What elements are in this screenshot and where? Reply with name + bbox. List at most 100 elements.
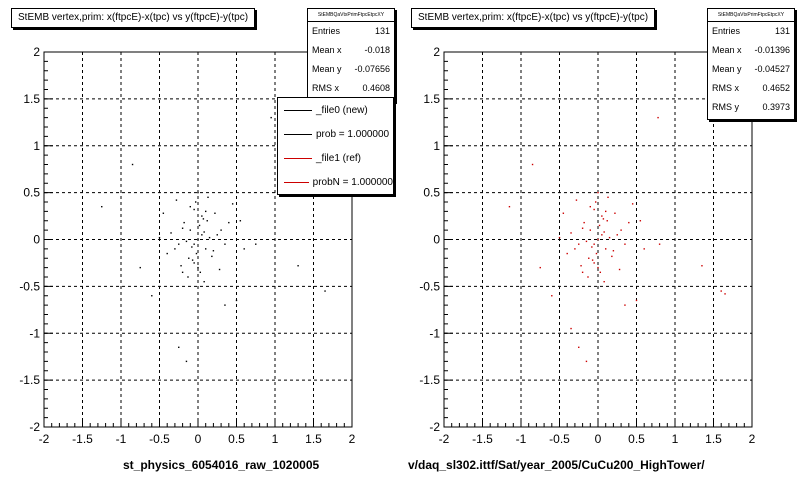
right-x-tick-label: -2 <box>439 432 450 446</box>
right-stats-row-rms-x: RMS x 0.4652 <box>712 83 790 93</box>
left-data-point <box>189 229 191 231</box>
right-data-point <box>631 203 634 205</box>
right-data-point <box>607 196 609 199</box>
left-data-point <box>270 116 272 119</box>
left-data-point <box>203 231 205 233</box>
left-data-point <box>101 205 103 208</box>
right-data-point <box>608 236 611 239</box>
right-data-point <box>602 218 605 220</box>
right-scatter-plot: -2 -1.5 -1 -0.5 0 0.5 1 1.5 2 2 1.5 1 0.5 0 -0.5 -1 -1.5… <box>419 45 755 446</box>
right-data-point <box>570 232 572 234</box>
legend-swatch <box>284 133 312 135</box>
right-data-point <box>606 220 608 222</box>
right-data-point <box>618 268 621 271</box>
right-x-tick-label: 1.5 <box>705 432 722 446</box>
left-data-point <box>203 280 205 283</box>
right-data-point <box>558 236 561 239</box>
right-footer-label: v/daq_sl302.ittf/Sat/year_2005/CuCu200_H… <box>408 458 705 472</box>
left-data-point <box>324 290 326 292</box>
left-data-point <box>178 243 180 245</box>
right-data-point <box>658 243 661 245</box>
left-data-point <box>187 276 189 278</box>
left-y-tick-label: 2 <box>33 45 40 59</box>
right-data-point <box>531 163 534 166</box>
right-stats-box: StEMBQaVtxPrimFtpcEtpcXY Entries 131 Mean… <box>707 8 795 120</box>
left-data-point <box>180 265 182 267</box>
right-data-point <box>635 299 638 302</box>
right-data-point <box>624 304 626 306</box>
right-x-tick-label: -1 <box>516 432 527 446</box>
legend-entry: _file0 (new) <box>278 98 393 122</box>
legend-swatch <box>284 181 309 183</box>
right-data-point <box>614 212 616 214</box>
right-data-point <box>581 271 584 274</box>
left-footer-label: st_physics_6054016_raw_1020005 <box>123 458 320 472</box>
left-data-point <box>178 346 180 349</box>
right-data-point <box>598 224 601 227</box>
right-x-tick-label: -0.5 <box>549 432 570 446</box>
left-scatter-plot: -2 -1.5 -1 -0.5 0 0.5 1 1.5 2 2 1.5 1 0.5 0 -0.5 -1 -1.5… <box>19 45 355 446</box>
right-data-point <box>562 212 565 214</box>
left-x-tick-label: -1.5 <box>72 432 93 446</box>
left-data-point <box>235 299 238 302</box>
right-y-tick-label: 1.5 <box>423 92 440 106</box>
right-data-point <box>724 293 726 295</box>
left-data-point <box>205 248 207 250</box>
right-data-point <box>612 250 615 252</box>
right-x-tick-label: 1 <box>672 432 679 446</box>
left-data-point <box>193 262 195 264</box>
right-data-point <box>657 116 659 119</box>
right-data-point <box>597 191 599 194</box>
left-x-tick-label: 0.5 <box>228 432 245 446</box>
left-stats-name: StEMBQaVtxPrimFtpcEtpcXY <box>308 9 394 22</box>
left-data-point <box>197 191 199 194</box>
right-x-tick-label: -1.5 <box>472 432 493 446</box>
left-stats-row-rms-x: RMS x 0.4608 <box>312 83 390 93</box>
left-data-point <box>197 266 199 269</box>
left-x-tick-label: 0 <box>195 432 202 446</box>
right-data-point <box>603 231 605 233</box>
right-data-point <box>589 205 591 208</box>
left-y-tick-label: -1 <box>29 326 40 340</box>
right-stats-name: StEMBQaVtxPrimFtpcEtpcXY <box>708 9 794 22</box>
right-data-point <box>595 252 598 255</box>
left-data-point <box>206 220 208 222</box>
left-data-point <box>201 215 203 217</box>
left-data-point <box>185 240 188 243</box>
right-y-tick-label: -1 <box>429 326 440 340</box>
right-data-point <box>720 290 722 292</box>
right-x-tick-label: 0.5 <box>628 432 645 446</box>
left-data-point <box>297 265 299 267</box>
legend-entry: prob = 1.000000 <box>278 122 393 146</box>
right-data-point <box>575 199 578 201</box>
left-data-point <box>158 236 161 239</box>
right-y-tick-label: -1.5 <box>419 373 440 387</box>
right-data-point <box>605 210 607 213</box>
right-data-point <box>639 220 642 222</box>
right-data-point <box>594 201 597 203</box>
left-data-point <box>205 210 207 213</box>
left-data-point <box>212 250 215 252</box>
left-data-point <box>239 220 242 222</box>
left-data-point <box>191 259 194 261</box>
left-data-point <box>201 234 203 236</box>
right-data-point <box>597 238 599 241</box>
left-data-point <box>224 243 226 245</box>
left-data-point <box>162 212 165 214</box>
right-data-point <box>581 227 584 229</box>
right-data-point <box>566 252 568 255</box>
right-y-tick-label: -2 <box>429 420 440 434</box>
right-data-point <box>574 248 576 250</box>
left-data-point <box>228 221 230 224</box>
left-data-point <box>166 252 168 255</box>
right-data-point <box>599 271 602 274</box>
right-data-point <box>591 246 593 248</box>
right-x-tick-label: 0 <box>595 432 602 446</box>
left-data-point <box>175 199 178 201</box>
left-data-point <box>194 201 197 203</box>
right-y-tick-label: 2 <box>433 45 440 59</box>
left-data-point <box>193 243 195 245</box>
left-data-point <box>185 360 188 363</box>
left-data-point <box>216 234 218 236</box>
right-data-point <box>593 243 595 245</box>
